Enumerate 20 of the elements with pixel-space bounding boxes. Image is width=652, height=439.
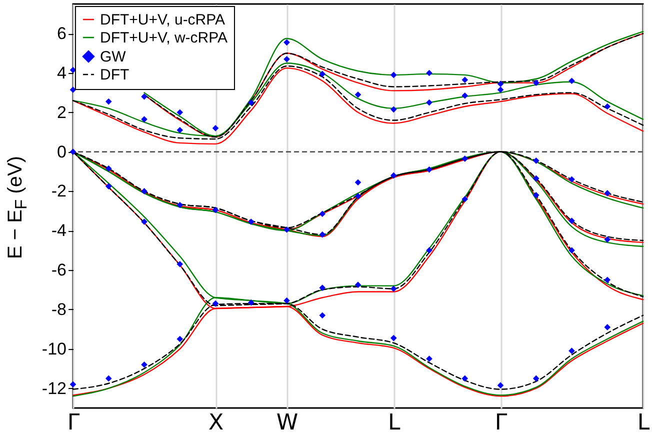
y-tick-label: -10 — [42, 339, 66, 358]
y-tick-label: -8 — [51, 300, 66, 319]
y-tick-label: 6 — [57, 24, 66, 44]
x-tick-label: Γ — [494, 410, 508, 436]
x-tick-label: L — [637, 410, 650, 436]
x-tick-label: X — [208, 410, 224, 436]
y-tick-label: -2 — [51, 182, 66, 201]
y-tick-label: 0 — [57, 142, 66, 162]
legend-label: GW — [100, 48, 127, 66]
x-tick-label: W — [276, 410, 298, 436]
y-tick-label: -6 — [51, 260, 66, 280]
y-tick-label: 2 — [57, 102, 66, 122]
y-tick-label: -12 — [42, 378, 66, 398]
x-tick-label: Γ — [67, 410, 80, 436]
y-tick-label: 4 — [57, 63, 66, 82]
legend-label: DFT+U+V, w-cRPA — [100, 30, 228, 46]
legend-label: DFT+U+V, u-cRPA — [100, 12, 226, 28]
legend-label: DFT — [100, 66, 130, 84]
x-tick-label: L — [388, 410, 401, 436]
y-tick-label: -4 — [51, 221, 66, 240]
